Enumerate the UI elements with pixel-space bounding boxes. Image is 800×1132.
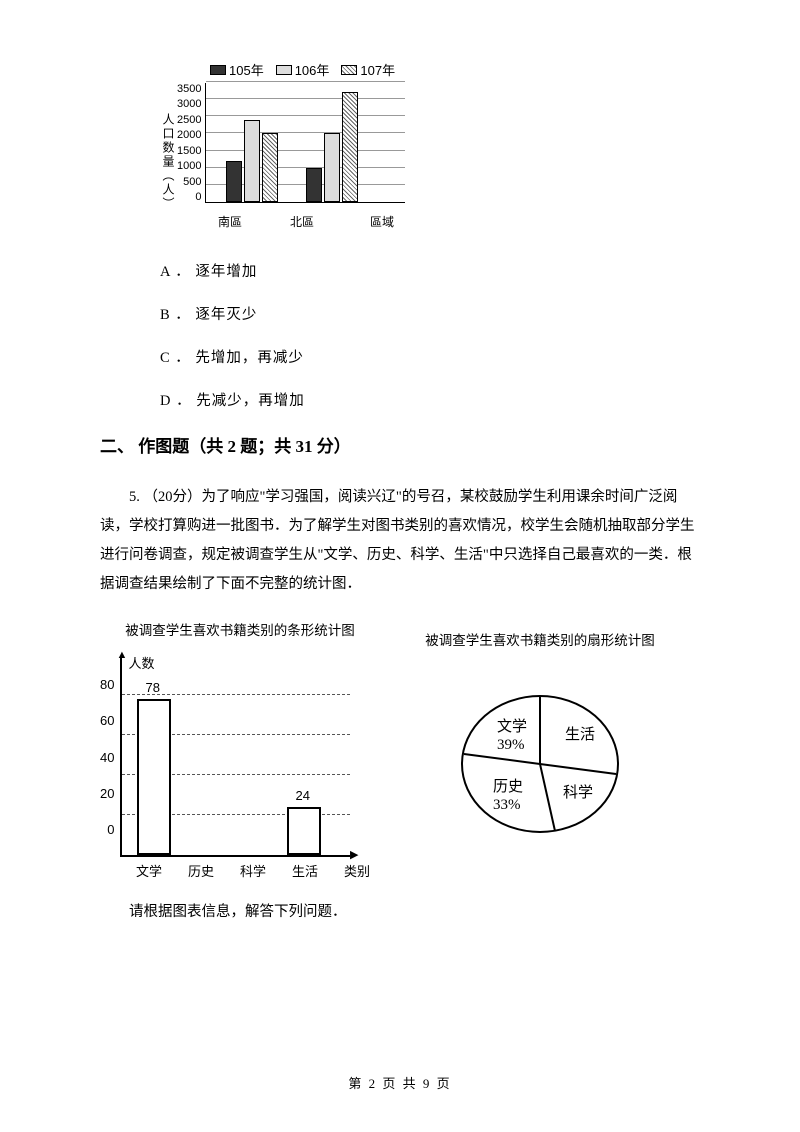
chart1-bar	[324, 133, 340, 202]
pie-label-wenxue: 文学	[497, 718, 527, 735]
option-a[interactable]: A ． 逐年增加	[160, 260, 700, 281]
question-5-text: 5. （20分）为了响应"学习强国，阅读兴辽"的号召，某校鼓励学生利用课余时间广…	[100, 483, 700, 599]
bar-chart-plot: 人数 ▲▶ 7824	[120, 657, 350, 857]
chart1-bar	[342, 92, 358, 202]
chart1-bar	[306, 168, 322, 202]
population-chart: 105年 106年 107年 人口数量（人） 35003000250020001…	[160, 60, 700, 230]
legend-label: 105年	[229, 60, 264, 79]
bar-chart-title: 被调查学生喜欢书籍类别的条形统计图	[100, 619, 380, 639]
pie-pct-lishi: 33%	[493, 797, 521, 813]
pie-chart-books: 被调查学生喜欢书籍类别的扇形统计图 文学 39% 生活 科学 历史 33%	[410, 619, 670, 880]
pie-chart-title: 被调查学生喜欢书籍类别的扇形统计图	[410, 629, 670, 649]
chart1-bar	[244, 120, 260, 202]
chart1-legend: 105年 106年 107年	[160, 60, 440, 79]
pie-label-lishi: 历史	[493, 778, 523, 795]
legend-swatch-107	[341, 65, 357, 75]
page-footer: 第 2 页 共 9 页	[0, 1073, 800, 1092]
pie-pct-wenxue: 39%	[497, 737, 525, 753]
bar-chart-xlabels: 文学 历史 科学 生活 类别	[100, 861, 380, 880]
question-5-charts: 被调查学生喜欢书籍类别的条形统计图 806040200 人数 ▲▶ 7824 文…	[100, 619, 700, 880]
bar-chart-yaxis: 806040200	[100, 657, 120, 837]
chart2-bar-label: 78	[145, 680, 159, 695]
bar-chart-ylabel: 人数	[128, 653, 154, 672]
chart1-bar	[262, 133, 278, 202]
legend-label: 107年	[360, 60, 395, 79]
option-c[interactable]: C ． 先增加，再减少	[160, 346, 700, 367]
question-5-closing: 请根据图表信息，解答下列问题．	[100, 900, 700, 921]
chart1-yaxis: 3500300025002000150010005000	[177, 83, 205, 203]
chart1-ylabel: 人口数量（人）	[160, 83, 177, 211]
chart1-xlabels: 南區 北區 區域	[160, 213, 440, 230]
option-b[interactable]: B ． 逐年灭少	[160, 303, 700, 324]
chart1-bar	[226, 161, 242, 202]
legend-swatch-105	[210, 65, 226, 75]
section-heading: 二、 作图题（共 2 题；共 31 分）	[100, 432, 700, 457]
option-d[interactable]: D ． 先减少，再增加	[160, 389, 700, 410]
pie-label-kexue: 科学	[563, 784, 593, 801]
pie-svg: 文学 39% 生活 科学 历史 33%	[455, 679, 625, 849]
chart1-plot	[205, 83, 405, 203]
pie-label-shenghuo: 生活	[565, 726, 595, 743]
legend-label: 106年	[295, 60, 330, 79]
chart2-bar	[137, 699, 171, 855]
chart2-bar-label: 24	[295, 788, 309, 803]
bar-chart-books: 被调查学生喜欢书籍类别的条形统计图 806040200 人数 ▲▶ 7824 文…	[100, 619, 380, 880]
legend-swatch-106	[276, 65, 292, 75]
chart2-bar	[287, 807, 321, 855]
